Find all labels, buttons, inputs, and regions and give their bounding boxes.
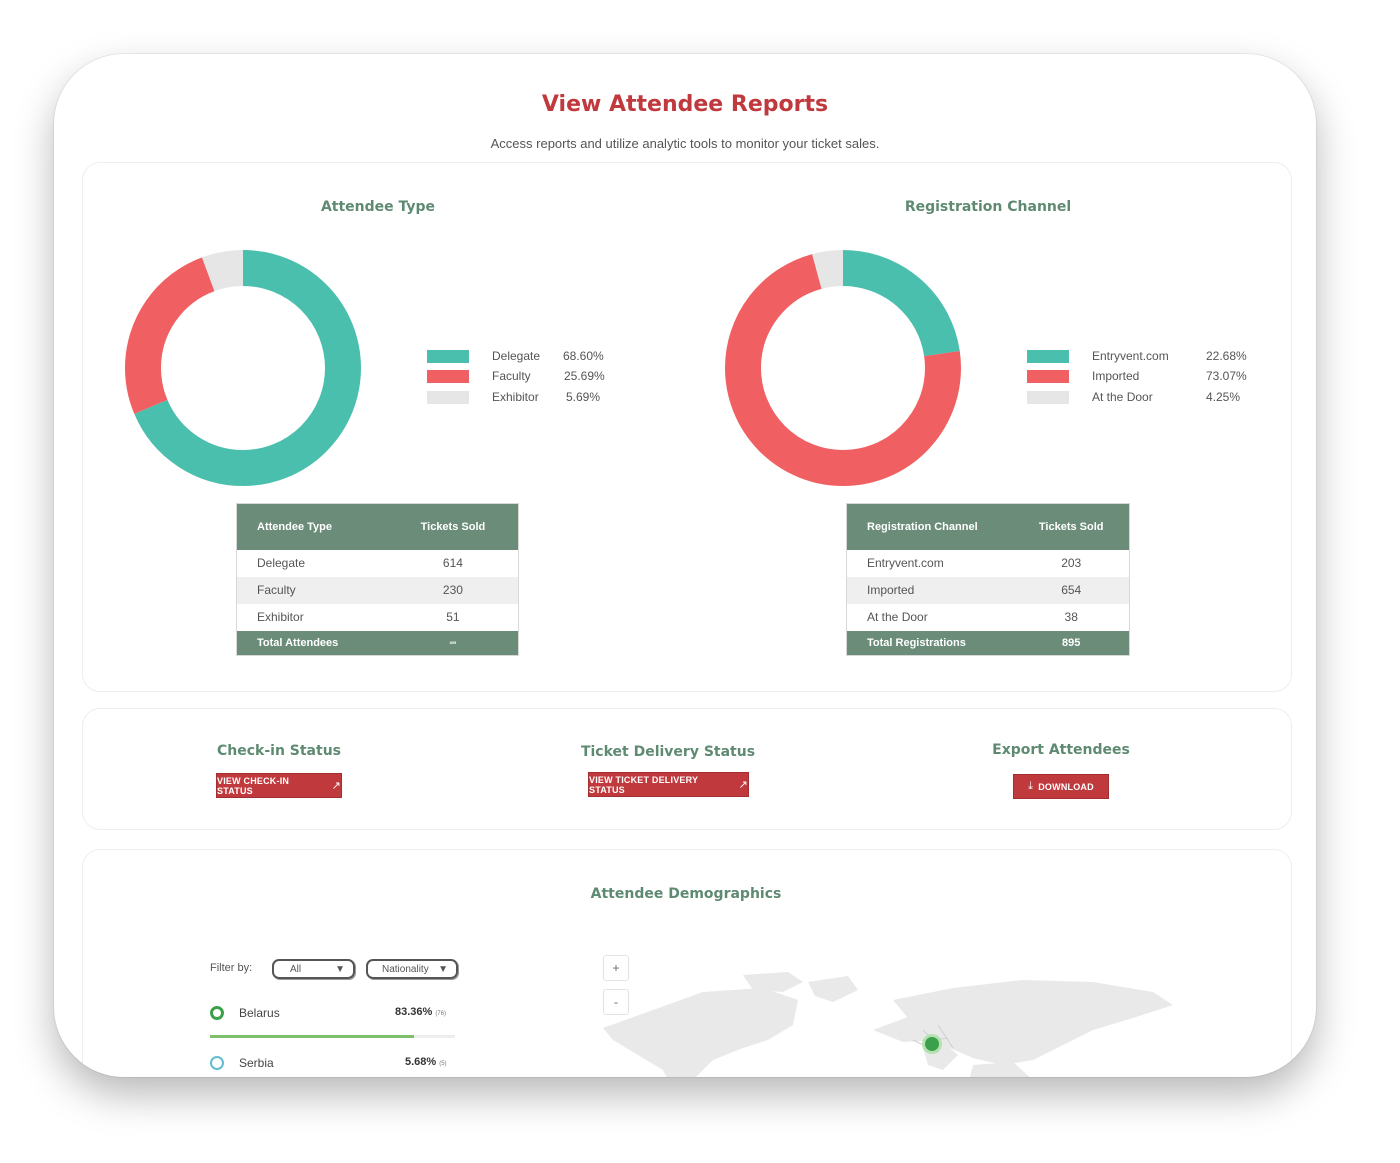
registration-channel-table: Registration Channel Tickets Sold Entryv…	[846, 503, 1130, 656]
country-name: Belarus	[239, 1006, 280, 1020]
legend-item-exhibitor: Exhibitor 5.69%	[427, 390, 667, 406]
country-marker	[210, 1056, 224, 1070]
legend-swatch	[1027, 391, 1069, 404]
table-total-row: Total Attendees 895	[236, 630, 519, 656]
attendee-type-table: Attendee Type Tickets Sold Delegate 614 …	[236, 503, 519, 656]
table-row: Faculty 230	[236, 576, 519, 604]
filter-label: Filter by:	[210, 962, 253, 974]
registration-channel-slice-at-the-door[interactable]	[725, 250, 961, 486]
country-marker	[210, 1006, 224, 1020]
table-row: Entryvent.com 203	[867, 556, 1082, 570]
legend-item-delegate: Delegate 68.60%	[427, 349, 667, 365]
attendee-type-slice-faculty[interactable]	[125, 250, 361, 486]
dropdown-arrow-icon: ▼	[438, 963, 448, 975]
map-landmass	[603, 972, 1173, 1077]
external-link-icon: ↗	[331, 780, 341, 792]
export-attendees-title: Export Attendees	[992, 742, 1130, 758]
table-header: Registration Channel	[846, 503, 1014, 550]
table-row: At the Door 38	[867, 610, 1078, 624]
download-icon: ⤓	[1028, 780, 1034, 792]
page-subtitle: Access reports and utilize analytic tool…	[490, 136, 880, 151]
table-header: Tickets Sold	[1013, 503, 1130, 550]
belarus-map-marker[interactable]	[925, 1037, 939, 1051]
table-row: Delegate 614	[257, 556, 463, 570]
legend-item-imported: Imported 73.07%	[1027, 369, 1267, 385]
table-total-row: Total Registrations 895	[846, 630, 1130, 656]
legend-item-faculty: Faculty 25.69%	[427, 369, 667, 385]
legend-swatch	[427, 370, 469, 383]
dropdown-arrow-icon: ▼	[335, 963, 345, 975]
checkin-title: Check-in Status	[216, 743, 341, 759]
table-row: Exhibitor 51	[257, 610, 460, 624]
actions-panel: Check-in Status VIEW CHECK-IN STATUS ↗ Ti…	[82, 708, 1292, 830]
legend-swatch	[1027, 370, 1069, 383]
legend-item-at-the-door: At the Door 4.25%	[1027, 390, 1267, 406]
country-percent: 83.36% (76)	[395, 1006, 446, 1018]
view-checkin-status-button[interactable]: VIEW CHECK-IN STATUS ↗	[216, 773, 342, 798]
attendee-type-title: Attendee Type	[320, 199, 436, 215]
world-map[interactable]	[593, 970, 1193, 1077]
registration-channel-slice-imported[interactable]	[725, 250, 961, 486]
zoom-out-button[interactable]: -	[603, 989, 629, 1015]
zoom-in-button[interactable]: +	[603, 955, 629, 981]
filter-nationality-select[interactable]: Nationality ▼	[366, 959, 458, 979]
demographics-panel: Attendee Demographics Filter by: All ▼ Na…	[82, 849, 1292, 1077]
table-header: Tickets Sold	[387, 503, 519, 550]
legend-item-entryvent: Entryvent.com 22.68%	[1027, 349, 1267, 365]
view-ticket-delivery-status-button[interactable]: VIEW TICKET DELIVERY STATUS ↗	[588, 772, 749, 797]
app-window: View Attendee Reports Access reports and…	[54, 54, 1316, 1077]
external-link-icon: ↗	[738, 779, 748, 791]
filter-all-select[interactable]: All ▼	[272, 959, 355, 979]
page-title: View Attendee Reports	[541, 92, 829, 117]
registration-channel-title: Registration Channel	[904, 199, 1072, 215]
charts-panel: Attendee Type Registration Channel Deleg…	[82, 162, 1292, 692]
legend-swatch	[1027, 350, 1069, 363]
legend-swatch	[427, 350, 469, 363]
attendee-type-donut	[125, 250, 361, 486]
download-button[interactable]: ⤓ DOWNLOAD	[1013, 774, 1109, 799]
country-percent: 5.68% (5)	[405, 1056, 447, 1068]
registration-channel-donut	[725, 250, 961, 486]
legend-swatch	[427, 391, 469, 404]
table-header: Attendee Type	[236, 503, 388, 550]
table-row: Imported 654	[846, 576, 1130, 604]
country-name: Serbia	[239, 1056, 274, 1070]
demographics-title: Attendee Demographics	[590, 886, 782, 902]
country-progress-fill	[210, 1035, 415, 1038]
attendee-type-slice-exhibitor[interactable]	[125, 250, 361, 486]
ticket-delivery-title: Ticket Delivery Status	[580, 744, 756, 760]
country-progress-bar	[210, 1035, 455, 1038]
